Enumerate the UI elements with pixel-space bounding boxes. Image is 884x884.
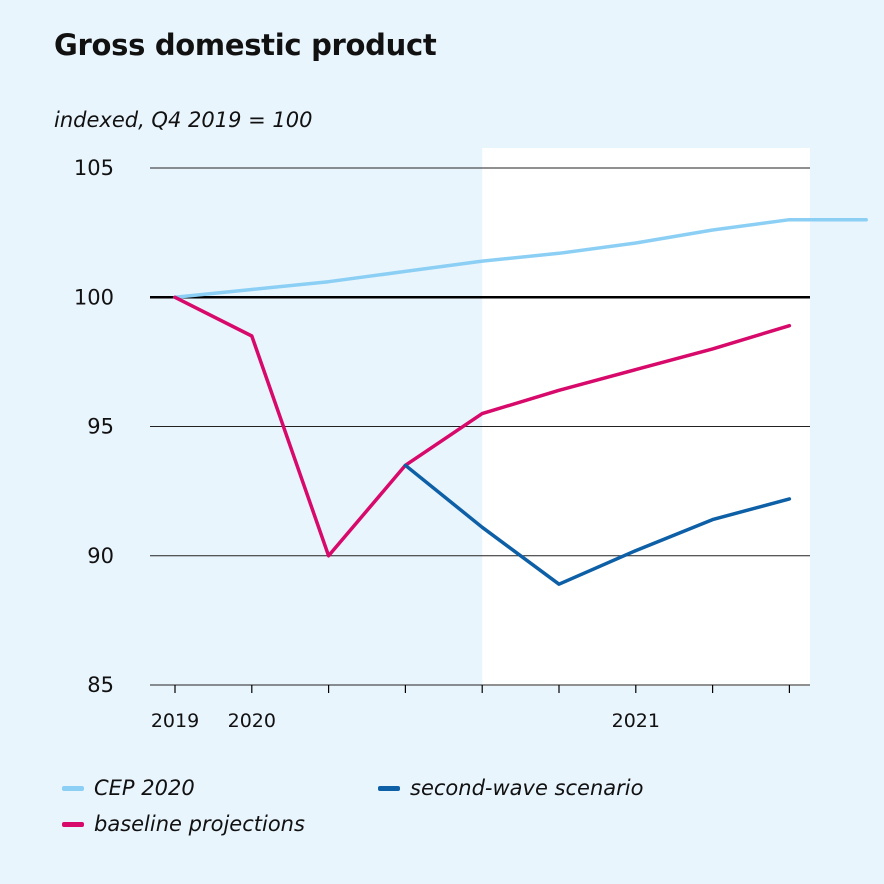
x-tick-label: 2021 bbox=[612, 710, 660, 732]
x-tick-label: 2020 bbox=[228, 710, 276, 732]
chart-title: Gross domestic product bbox=[54, 28, 437, 62]
y-tick-label: 95 bbox=[87, 415, 114, 439]
legend-swatch-second-wave bbox=[378, 785, 400, 791]
y-tick-label: 85 bbox=[87, 673, 114, 697]
y-tick-label: 105 bbox=[74, 156, 114, 180]
chart-subtitle: indexed, Q4 2019 = 100 bbox=[54, 108, 313, 132]
series-line-second-wave-scenario bbox=[403, 463, 792, 586]
legend-label-second-wave: second-wave scenario bbox=[410, 776, 644, 800]
legend-swatch-cep-2020 bbox=[62, 785, 84, 791]
series-line-baseline-projections bbox=[173, 295, 792, 558]
legend-label-cep-2020: CEP 2020 bbox=[94, 776, 195, 800]
projection-period-band bbox=[482, 148, 810, 686]
legend-item-cep-2020: CEP 2020 bbox=[62, 776, 195, 800]
legend-item-baseline: baseline projections bbox=[62, 812, 305, 836]
legend-item-second-wave: second-wave scenario bbox=[378, 776, 643, 800]
y-tick-label: 100 bbox=[74, 285, 114, 309]
x-tick-label: 2019 bbox=[151, 710, 199, 732]
legend-swatch-baseline bbox=[62, 821, 84, 827]
series-line-cep-2020 bbox=[173, 217, 868, 300]
legend-label-baseline: baseline projections bbox=[94, 812, 305, 836]
y-tick-label: 90 bbox=[87, 544, 114, 568]
